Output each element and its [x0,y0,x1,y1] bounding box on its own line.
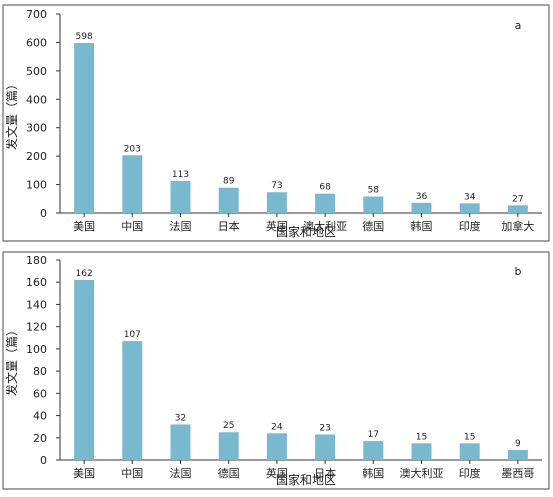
bar-加拿大 [507,205,528,213]
x-tick-label: 印度 [459,466,481,480]
y-tick-label: 20 [33,432,47,445]
x-tick-label: 日本 [314,466,336,480]
value-label: 23 [319,423,330,433]
value-label: 36 [416,192,428,202]
y-tick-label: 700 [26,8,47,21]
x-tick-label: 英国 [266,219,288,233]
y-tick-label: 100 [26,179,47,192]
value-label: 17 [368,430,379,440]
y-tick-label: 40 [33,410,47,423]
y-tick-label: 600 [26,36,47,49]
x-tick-label: 法国 [170,466,192,480]
x-tick-label: 墨西哥 [501,467,534,480]
panel-label: b [515,265,522,278]
x-tick-label: 韩国 [362,466,384,480]
x-tick-label: 日本 [218,219,240,233]
x-tick-label: 美国 [73,467,95,480]
x-axis-title: 国家和地区 [276,224,336,239]
bar-日本 [218,187,239,213]
bar-美国 [74,42,95,213]
x-tick-label: 澳大利亚 [400,466,444,480]
value-label: 113 [172,170,189,180]
chart-panel-a: 0 100 200 300 400 500 600 700 598 美国 203 中国 113 法国 89 日… [2,4,550,242]
value-label: 73 [271,181,282,191]
x-tick-label: 中国 [121,467,143,480]
panel-frame [2,251,550,490]
bar-澳大利亚 [411,443,432,460]
bar-法国 [170,424,191,460]
y-tick-label: 0 [40,454,47,467]
bar-德国 [218,432,239,460]
x-tick-label: 印度 [459,219,481,233]
value-label: 89 [223,177,235,187]
value-label: 34 [464,192,476,202]
y-tick-label: 0 [40,207,47,220]
x-tick-label: 英国 [266,466,288,480]
bar-英国 [266,433,287,460]
x-tick-label: 美国 [73,220,95,233]
bar-日本 [315,434,336,460]
value-label: 58 [368,186,380,196]
value-label: 24 [271,422,283,432]
x-tick-label: 法国 [170,219,192,233]
x-tick-label: 中国 [121,220,143,233]
x-tick-label: 加拿大 [501,219,534,233]
value-label: 68 [319,183,331,193]
value-label: 107 [124,330,141,340]
bar-澳大利亚 [315,193,336,213]
y-axis-title: 发文量（篇） [4,78,19,150]
value-label: 25 [223,421,234,431]
bar-印度 [459,203,480,213]
bar-中国 [122,155,143,213]
y-tick-label: 80 [33,365,47,378]
bar-德国 [363,196,384,213]
y-axis-title: 发文量（篇） [4,324,19,396]
bar-韩国 [411,202,432,213]
y-tick-label: 140 [26,298,47,311]
value-label: 9 [515,439,521,449]
bar-墨西哥 [507,450,528,460]
panel-label: a [515,19,522,32]
bar-中国 [122,341,143,460]
chart-panel-b: 0 20 40 60 80 100 120 140 160 180 162 美国 107 中国 32 法国 25… [2,251,550,490]
y-tick-label: 60 [33,387,47,400]
y-tick-label: 400 [26,93,47,106]
bar-英国 [266,192,287,213]
x-tick-label: 德国 [362,219,384,233]
value-label: 15 [464,432,475,442]
value-label: 162 [76,269,93,279]
x-tick-label: 韩国 [411,219,433,233]
y-tick-label: 500 [26,65,47,78]
y-tick-label: 180 [26,254,47,267]
bar-美国 [74,280,95,460]
bar-韩国 [363,441,384,460]
y-tick-label: 200 [26,150,47,163]
value-label: 15 [416,432,427,442]
bar-法国 [170,180,191,213]
x-tick-label: 澳大利亚 [303,219,347,233]
value-label: 203 [124,144,141,154]
value-label: 32 [175,413,186,423]
y-tick-label: 300 [26,122,47,135]
y-tick-label: 160 [26,276,47,289]
x-axis-title: 国家和地区 [276,472,336,487]
y-tick-label: 100 [26,343,47,356]
value-label: 598 [76,32,93,42]
x-tick-label: 德国 [218,466,240,480]
value-label: 27 [512,194,523,204]
panel-frame [2,4,550,242]
y-tick-label: 120 [26,321,47,334]
bar-印度 [459,443,480,460]
